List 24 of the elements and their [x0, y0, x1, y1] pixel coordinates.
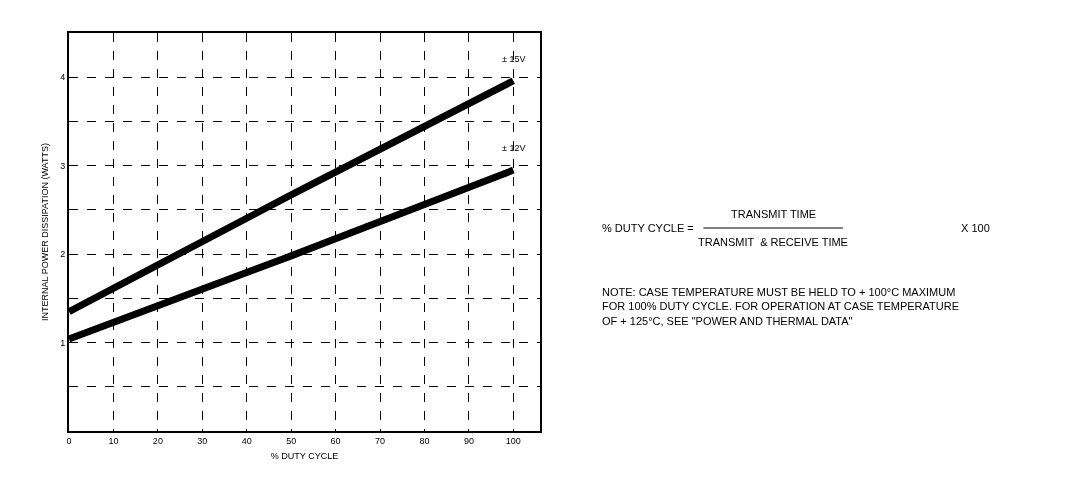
text: TRANSMIT TIME	[731, 208, 817, 220]
x-tick-label: 0	[66, 435, 72, 446]
x-tick-label: 50	[286, 435, 297, 446]
x-tick-label: 100	[505, 435, 521, 446]
x-tick-label: 70	[375, 435, 386, 446]
x-tick-label: 60	[330, 435, 341, 446]
x-tick-label: 90	[463, 435, 474, 446]
text: ± 12V	[502, 143, 526, 153]
x-tick-label: 20	[152, 435, 163, 446]
text: % DUTY CYCLE =	[602, 222, 694, 234]
x-tick-label: 30	[197, 435, 208, 446]
text: TRANSMIT & RECEIVE TIME	[698, 236, 848, 248]
y-axis-title: INTERNAL POWER DISSIPATION (WATTS)	[40, 143, 51, 321]
text: X 100	[961, 222, 990, 234]
y-tick-label: 3	[60, 160, 66, 171]
y-tick-label: 4	[60, 72, 66, 83]
text: NOTE: CASE TEMPERATURE MUST BE HELD TO + 100°C MAXIMUM FOR 100% DUTY CYCLE. FOR OPERATION AT CASE TEMPERATURE OF + 125°C, SEE "POWER AND THERMAL DATA"	[602, 286, 959, 327]
text: ± 15V	[502, 54, 526, 64]
x-axis-title: % DUTY CYCLE	[270, 451, 339, 462]
y-tick-label: 2	[60, 249, 66, 260]
y-tick-label: 1	[60, 337, 66, 348]
x-tick-label: 80	[419, 435, 430, 446]
x-tick-label: 10	[108, 435, 119, 446]
x-tick-label: 40	[241, 435, 252, 446]
